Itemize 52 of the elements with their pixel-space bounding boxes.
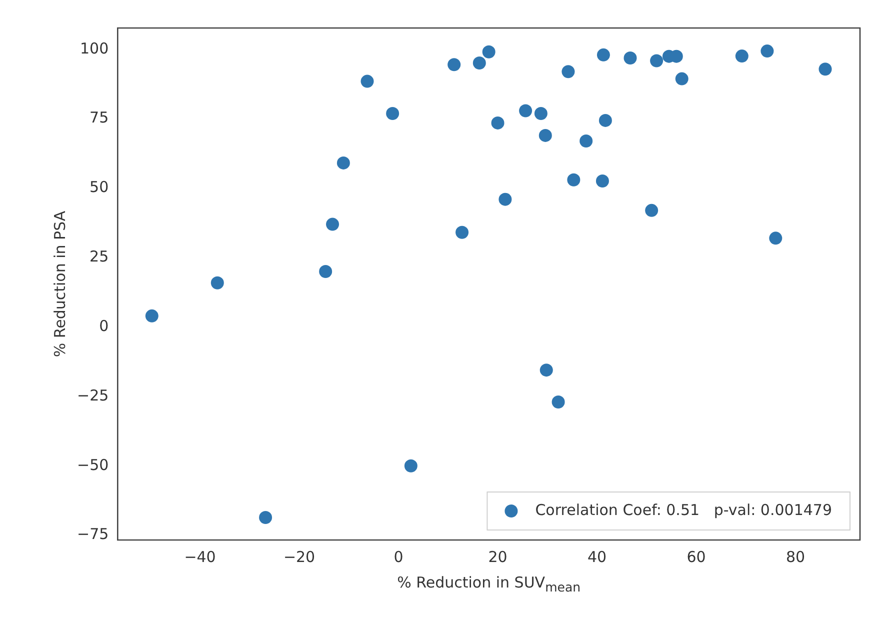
y-tick-label: 25 xyxy=(90,248,109,266)
point xyxy=(540,364,553,377)
legend-label: Correlation Coef: 0.51 p-val: 0.001479 xyxy=(535,500,832,519)
x-tick-label: −20 xyxy=(283,548,316,566)
y-axis-title: % Reduction in PSA xyxy=(50,210,69,358)
point xyxy=(534,107,548,120)
x-tick-label: 20 xyxy=(488,548,508,566)
point xyxy=(259,511,272,524)
point xyxy=(562,65,575,78)
point xyxy=(769,232,782,245)
point xyxy=(580,134,593,148)
point xyxy=(519,104,532,118)
point xyxy=(552,396,565,409)
point xyxy=(760,44,774,58)
x-tick-label: 60 xyxy=(686,548,706,566)
point xyxy=(319,265,332,278)
point xyxy=(145,309,158,322)
point xyxy=(210,276,224,290)
point xyxy=(491,116,504,130)
y-tick-label: 75 xyxy=(90,108,109,127)
y-tick-label: 0 xyxy=(99,316,109,335)
point xyxy=(472,56,486,70)
point xyxy=(498,192,512,206)
y-tick-label: 50 xyxy=(90,178,109,196)
point xyxy=(650,54,664,68)
point xyxy=(448,58,461,72)
x-axis-title: % Reduction in SUV$_{mean}$ xyxy=(397,574,581,594)
y-tick-label: −50 xyxy=(77,456,109,474)
y-tick-label: 100 xyxy=(80,39,109,58)
point xyxy=(538,128,552,142)
point xyxy=(596,48,610,62)
point xyxy=(596,174,609,188)
point xyxy=(598,114,612,127)
point xyxy=(675,72,688,86)
point xyxy=(645,204,658,217)
point xyxy=(482,45,496,58)
point xyxy=(456,226,469,239)
point xyxy=(735,50,748,63)
point xyxy=(404,459,418,472)
x-tick-label: 80 xyxy=(786,548,806,566)
point xyxy=(336,156,350,170)
y-tick-label: −75 xyxy=(77,525,109,544)
point xyxy=(360,74,374,88)
x-tick-label: −40 xyxy=(184,548,216,566)
x-tick-label: 40 xyxy=(587,548,607,566)
point xyxy=(386,107,400,120)
point xyxy=(818,62,832,76)
y-tick-label: −25 xyxy=(77,386,109,404)
point xyxy=(567,173,580,186)
point xyxy=(624,51,637,64)
point xyxy=(326,218,340,231)
x-tick-label: 0 xyxy=(394,548,404,566)
